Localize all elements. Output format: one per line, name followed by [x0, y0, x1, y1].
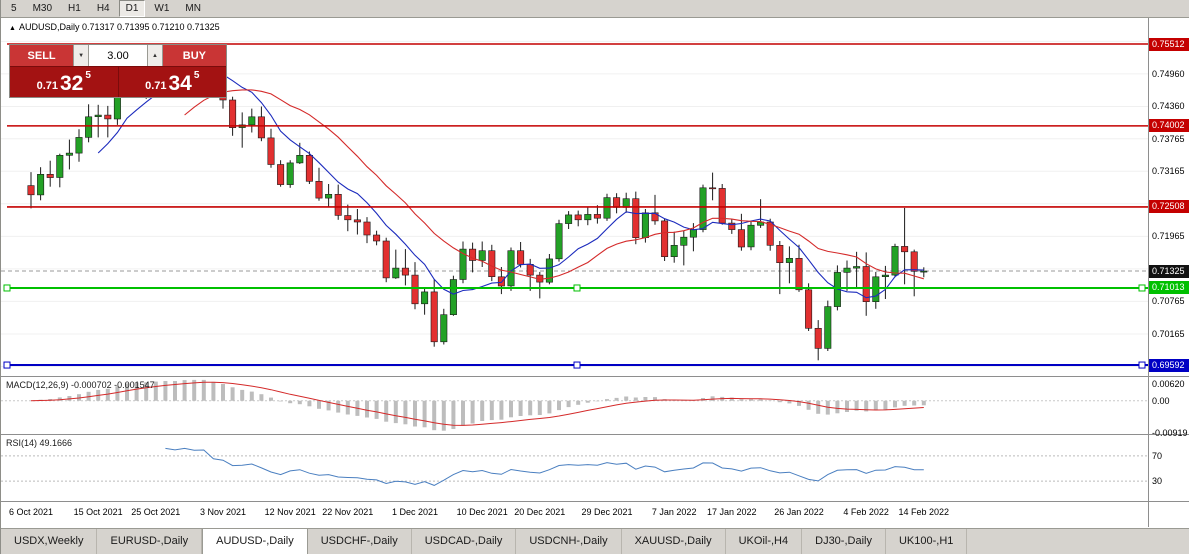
- sell-button[interactable]: SELL: [10, 45, 74, 66]
- symbol-tab-bar: USDX,Weekly EURUSD-,Daily AUDUSD-,Daily USD…: [1, 528, 1189, 554]
- timeframe-button-m30[interactable]: M30: [32, 3, 53, 14]
- sell-price-prefix: 0.71: [36, 80, 58, 92]
- macd-indicator-label: MACD(12,26,9) -0.000702 -0.001547: [6, 380, 155, 390]
- chart-tab-usdx-weekly[interactable]: USDX,Weekly: [1, 529, 98, 554]
- timeframe-button-w1[interactable]: W1: [154, 3, 170, 14]
- chart-tab-uk100-h1[interactable]: UK100-,H1: [886, 529, 968, 554]
- timeframe-button-mn[interactable]: MN: [185, 3, 201, 14]
- panel-separators: [1, 18, 1189, 527]
- sell-price-sup: 5: [85, 70, 91, 81]
- chart-tab-usdcad-daily[interactable]: USDCAD-,Daily: [412, 529, 517, 554]
- chart-marker-icon: ▲: [9, 25, 16, 32]
- rsi-panel: [1, 447, 1148, 486]
- timeframe-toolbar: 5 M30 H1 H4 D1 W1 MN: [1, 0, 1189, 18]
- timeframe-button-h4[interactable]: H4: [96, 3, 110, 14]
- chart-tab-usdcnh-daily[interactable]: USDCNH-,Daily: [516, 529, 622, 554]
- chart-tab-dj30-daily[interactable]: DJ30-,Daily: [802, 529, 886, 554]
- chart-tab-eurusd-daily[interactable]: EURUSD-,Daily: [97, 529, 203, 554]
- macd-name: MACD(12,26,9): [6, 380, 69, 390]
- rsi-indicator-label: RSI(14) 49.1666: [6, 438, 72, 448]
- macd-signal-value: -0.001547: [114, 380, 155, 390]
- timeframe-button-5[interactable]: 5: [11, 3, 17, 14]
- timeframe-button-h1[interactable]: H1: [68, 3, 81, 14]
- sell-price-big: 32: [60, 72, 84, 95]
- chart-tab-ukoil-h4[interactable]: UKOil-,H4: [726, 529, 803, 554]
- moving-averages: [97, 72, 924, 299]
- rsi-name: RSI(14): [6, 438, 38, 448]
- rsi-value: 49.1666: [39, 438, 73, 448]
- candlestick-series: [27, 46, 928, 361]
- buy-price-big: 34: [168, 72, 192, 95]
- macd-main-value: -0.000702: [71, 380, 112, 390]
- buy-price-prefix: 0.71: [145, 80, 167, 92]
- chart-ohlc-header: ▲ AUDUSD,Daily 0.71317 0.71395 0.71210 0.…: [9, 22, 220, 32]
- volume-input[interactable]: [89, 45, 147, 66]
- chart-tab-xauusd-daily[interactable]: XAUUSD-,Daily: [622, 529, 726, 554]
- volume-decrease-button[interactable]: ▼: [73, 45, 89, 66]
- buy-price-display[interactable]: 0.71 34 5: [118, 67, 226, 97]
- chart-tab-usdchf-daily[interactable]: USDCHF-,Daily: [308, 529, 412, 554]
- chart-tab-audusd-daily[interactable]: AUDUSD-,Daily: [202, 529, 308, 554]
- buy-button[interactable]: BUY: [162, 45, 226, 66]
- buy-price-sup: 5: [193, 70, 200, 81]
- timeframe-button-d1[interactable]: D1: [118, 0, 146, 17]
- chart-ohlc-text: AUDUSD,Daily 0.71317 0.71395 0.71210 0.7…: [18, 22, 220, 32]
- macd-panel: [1, 379, 1148, 431]
- sell-price-display[interactable]: 0.71 32 5: [10, 67, 119, 97]
- volume-increase-button[interactable]: ▲: [147, 45, 163, 66]
